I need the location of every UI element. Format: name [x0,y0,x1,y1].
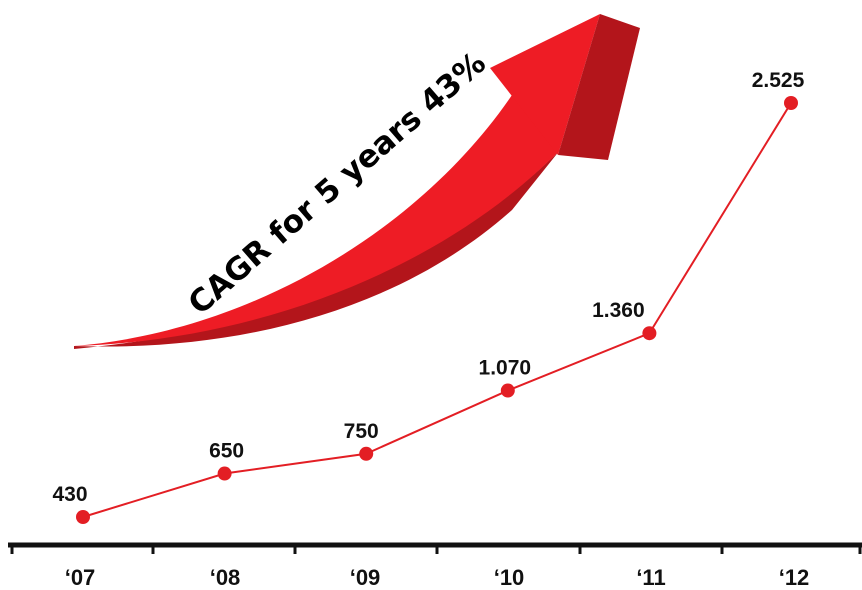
x-tick-label: ‘09 [350,565,381,590]
data-point [359,446,374,461]
growth-arrow: CAGR for 5 years 43% [74,14,640,349]
data-point [76,510,90,524]
growth-arrow-head-left [490,14,600,155]
growth-arrow-head-right [558,14,640,160]
x-tick-label: ‘08 [210,565,241,590]
series-layer [76,96,798,524]
x-tick-label: ‘11 [636,565,665,590]
series-line [82,102,792,518]
x-tick-label: ‘10 [494,565,525,590]
data-label: 1.070 [479,357,532,380]
data-label: 2.525 [752,69,805,92]
data-label: 1.360 [592,299,645,322]
data-point [784,96,798,110]
data-label: 430 [52,483,87,506]
data-label: 750 [344,420,379,443]
x-axis-ticks [10,545,862,554]
data-labels: 430 650 750 1.070 1.360 2.525 [52,69,804,506]
data-label: 650 [209,440,244,463]
data-point [500,383,515,398]
growth-arrow-underside [74,150,560,349]
x-axis-tick-labels: ‘07 ‘08 ‘09 ‘10 ‘11 ‘12 [65,565,810,590]
x-tick-label: ‘07 [65,565,96,590]
x-tick-label: ‘12 [779,565,810,590]
data-point [642,326,657,341]
data-point [217,466,232,481]
growth-arrow-body [74,95,560,346]
